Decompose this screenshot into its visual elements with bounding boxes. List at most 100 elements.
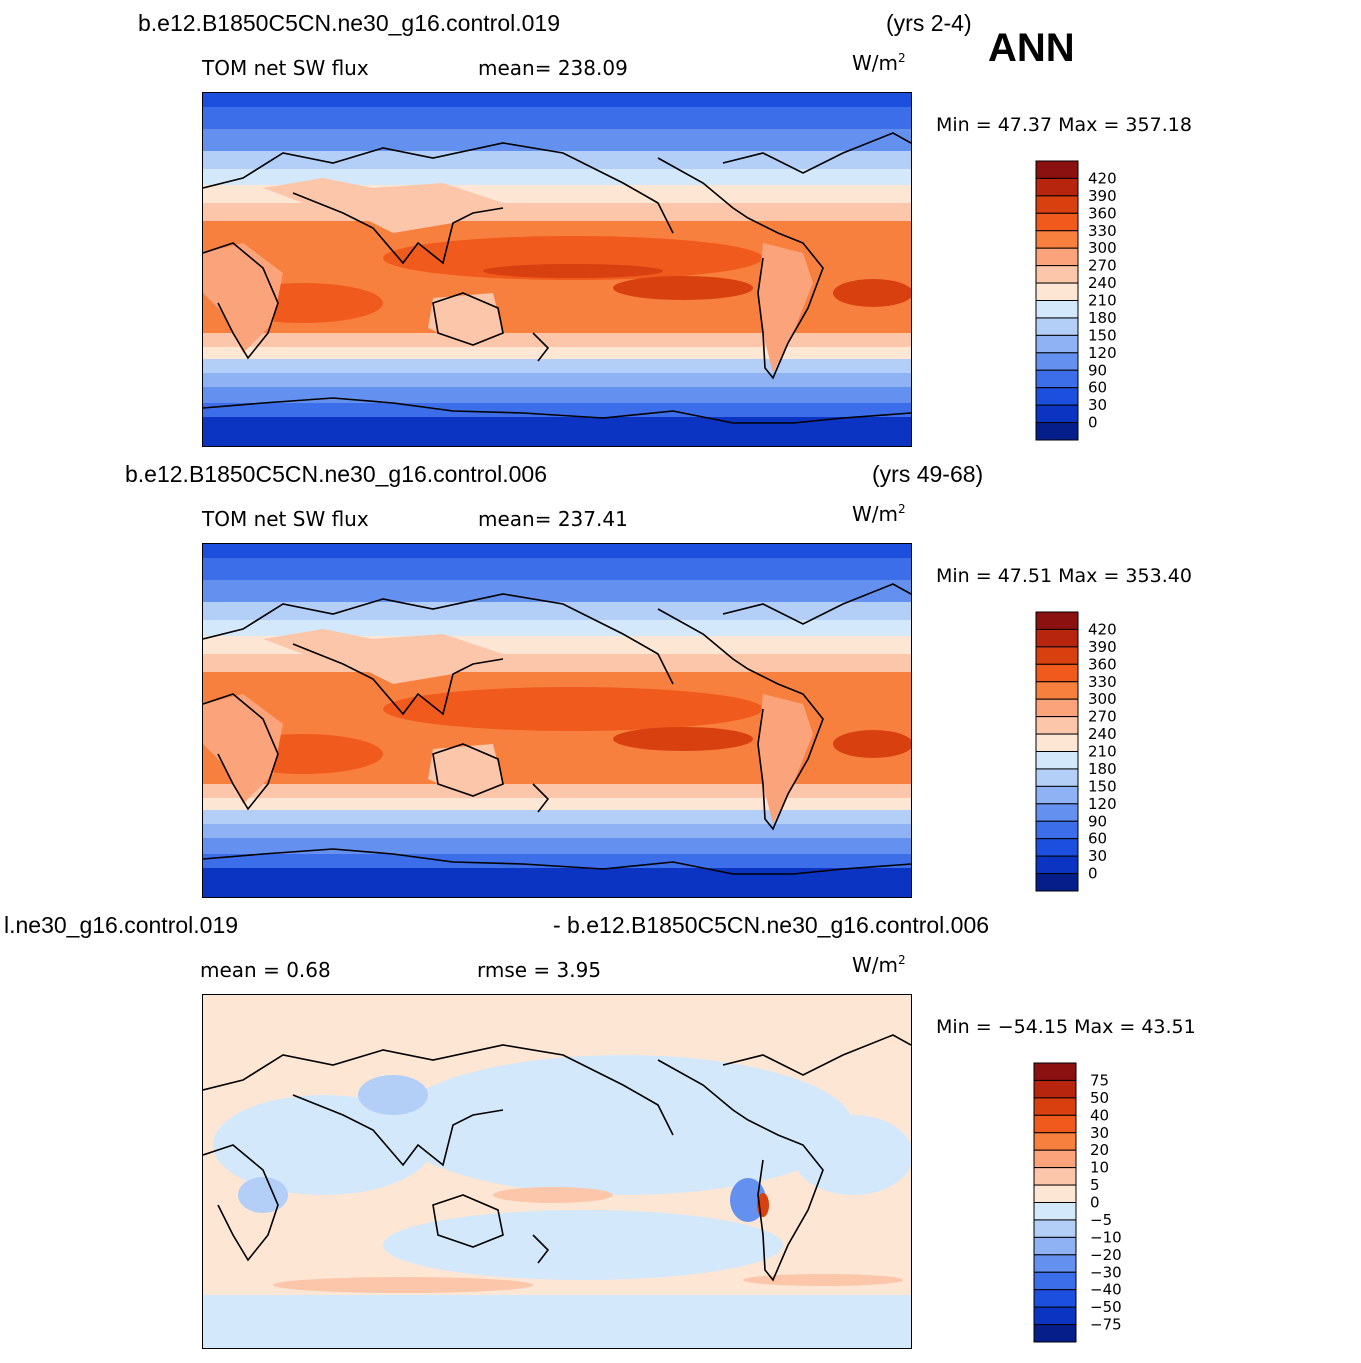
panel-2-colorbar-label: 60 bbox=[1088, 830, 1107, 848]
panel-2-colorbar-box bbox=[1035, 733, 1079, 752]
panel-2-colorbar-box bbox=[1035, 873, 1079, 892]
panel-3-colorbar-box bbox=[1033, 1167, 1077, 1186]
panel-3-colorbar-box bbox=[1033, 1324, 1077, 1343]
panel-1-units: W/m2 bbox=[852, 51, 906, 75]
panel-3-colorbar-box bbox=[1033, 1114, 1077, 1134]
panel-1-colorbar-box bbox=[1035, 230, 1079, 249]
panel-3-colorbar-label: 5 bbox=[1090, 1176, 1100, 1194]
panel-2-colorbar-box bbox=[1035, 611, 1079, 630]
panel-3-mean: mean = 0.68 bbox=[200, 958, 331, 982]
panel-2-colorbar-label: 150 bbox=[1088, 777, 1117, 795]
panel-3-colorbar-box bbox=[1033, 1079, 1077, 1099]
panel-3-colorbar-label: 75 bbox=[1090, 1071, 1109, 1089]
panel-2-colorbar-box bbox=[1035, 698, 1079, 718]
panel-3-case-diff: - b.e12.B1850C5CN.ne30_g16.control.006 bbox=[553, 912, 990, 938]
panel-3-colorbar-label: −50 bbox=[1090, 1298, 1122, 1316]
panel-1-contour-field bbox=[203, 93, 911, 446]
panel-1-colorbar-label: 210 bbox=[1088, 292, 1117, 310]
panel-3-colorbar-label: 30 bbox=[1090, 1124, 1109, 1142]
panel-2-variable: TOM net SW flux bbox=[202, 507, 369, 531]
panel-1-colorbar-label: 240 bbox=[1088, 274, 1117, 292]
panel-1-colorbar-label: 30 bbox=[1088, 396, 1107, 414]
panel-2-units: W/m2 bbox=[852, 502, 906, 526]
panel-2-colorbar-box bbox=[1035, 803, 1079, 822]
panel-3-colorbar-box bbox=[1033, 1184, 1077, 1203]
panel-3-colorbar-label: −20 bbox=[1090, 1246, 1122, 1264]
panel-2-colorbar-label: 120 bbox=[1088, 795, 1117, 813]
panel-3-colorbar-box bbox=[1033, 1306, 1077, 1326]
panel-1-colorbar-label: 120 bbox=[1088, 344, 1117, 362]
panel-3-colorbar-box bbox=[1033, 1219, 1077, 1238]
panel-2-contour-field bbox=[203, 544, 911, 897]
panel-2-colorbar-label: 240 bbox=[1088, 725, 1117, 743]
panel-3-colorbar-box bbox=[1033, 1149, 1077, 1169]
panel-3-colorbar-label: 0 bbox=[1090, 1194, 1100, 1212]
panel-2-colorbar-box bbox=[1035, 855, 1079, 875]
panel-1-colorbar-box bbox=[1035, 177, 1079, 197]
panel-2-case-name: b.e12.B1850C5CN.ne30_g16.control.006 bbox=[125, 461, 547, 487]
panel-2-years: (yrs 49-68) bbox=[872, 461, 984, 487]
panel-1-colorbar-label: 360 bbox=[1088, 204, 1117, 222]
panel-2-colorbar-box bbox=[1035, 663, 1079, 683]
panel-3-colorbar-box bbox=[1033, 1097, 1077, 1116]
panel-2-colorbar-label: 30 bbox=[1088, 847, 1107, 865]
panel-1-map bbox=[202, 92, 912, 447]
panel-1-case-name: b.e12.B1850C5CN.ne30_g16.control.019 bbox=[138, 10, 560, 36]
panel-2-colorbar-box bbox=[1035, 820, 1079, 840]
panel-2-colorbar-box bbox=[1035, 646, 1079, 665]
panel-2-colorbar-label: 420 bbox=[1088, 620, 1117, 638]
panel-3-colorbar-box bbox=[1033, 1254, 1077, 1273]
panel-3-units: W/m2 bbox=[852, 953, 906, 977]
panel-1-colorbar-label: 150 bbox=[1088, 326, 1117, 344]
panel-1-colorbar-box bbox=[1035, 160, 1079, 179]
panel-3-minmax: Min = −54.15 Max = 43.51 bbox=[936, 1016, 1196, 1038]
panel-1-colorbar-box bbox=[1035, 369, 1079, 389]
season-label: ANN bbox=[988, 26, 1075, 70]
panel-1-colorbar-box bbox=[1035, 300, 1079, 319]
panel-1-mean: mean= 238.09 bbox=[478, 56, 628, 80]
panel-1-colorbar-label: 300 bbox=[1088, 239, 1117, 257]
panel-3-rmse: rmse = 3.95 bbox=[477, 958, 602, 982]
panel-2-colorbar-label: 180 bbox=[1088, 760, 1117, 778]
panel-1-colorbar-label: 0 bbox=[1088, 414, 1098, 432]
panel-1-colorbar-box bbox=[1035, 334, 1079, 354]
panel-3-colorbar-box bbox=[1033, 1202, 1077, 1221]
panel-1-colorbar-label: 330 bbox=[1088, 222, 1117, 240]
panel-2-colorbar-box bbox=[1035, 785, 1079, 805]
panel-2-colorbar-label: 90 bbox=[1088, 812, 1107, 830]
panel-1-colorbar-label: 420 bbox=[1088, 169, 1117, 187]
panel-3-colorbar-box bbox=[1033, 1289, 1077, 1308]
panel-2-colorbar-box bbox=[1035, 838, 1079, 857]
panel-1-colorbar-label: 60 bbox=[1088, 379, 1107, 397]
panel-2-colorbar-label: 210 bbox=[1088, 743, 1117, 761]
panel-1-colorbar-box bbox=[1035, 265, 1079, 284]
panel-3-contour-field bbox=[203, 995, 911, 1348]
panel-1-colorbar-box bbox=[1035, 404, 1079, 424]
panel-1-colorbar-label: 180 bbox=[1088, 309, 1117, 327]
panel-3-colorbar-label: 10 bbox=[1090, 1159, 1109, 1177]
panel-3-colorbar-label: −40 bbox=[1090, 1281, 1122, 1299]
panel-1-colorbar-label: 390 bbox=[1088, 187, 1117, 205]
panel-3-colorbar-box bbox=[1033, 1236, 1077, 1256]
panel-1-colorbar-box bbox=[1035, 317, 1079, 336]
panel-3-case-name: l.ne30_g16.control.019 bbox=[4, 912, 239, 938]
panel-2-minmax: Min = 47.51 Max = 353.40 bbox=[936, 565, 1192, 587]
panel-2-colorbar-box bbox=[1035, 628, 1079, 648]
panel-2-colorbar-label: 330 bbox=[1088, 673, 1117, 691]
panel-1-colorbar-box bbox=[1035, 195, 1079, 214]
panel-3-colorbar-label: 50 bbox=[1090, 1089, 1109, 1107]
panel-3-colorbar-box bbox=[1033, 1271, 1077, 1291]
panel-1-colorbar-box bbox=[1035, 422, 1079, 441]
panel-3-colorbar-label: 40 bbox=[1090, 1106, 1109, 1124]
panel-2-map bbox=[202, 543, 912, 898]
panel-1-minmax: Min = 47.37 Max = 357.18 bbox=[936, 114, 1192, 136]
panel-3-colorbar-box bbox=[1033, 1062, 1077, 1081]
panel-2-colorbar-box bbox=[1035, 681, 1079, 700]
panel-2-colorbar-label: 270 bbox=[1088, 708, 1117, 726]
panel-1-colorbar-box bbox=[1035, 352, 1079, 371]
panel-2-colorbar-box bbox=[1035, 751, 1079, 770]
panel-1-colorbar-label: 90 bbox=[1088, 361, 1107, 379]
panel-1-colorbar-box bbox=[1035, 247, 1079, 267]
panel-1-variable: TOM net SW flux bbox=[202, 56, 369, 80]
panel-3-colorbar-label: −75 bbox=[1090, 1316, 1122, 1334]
